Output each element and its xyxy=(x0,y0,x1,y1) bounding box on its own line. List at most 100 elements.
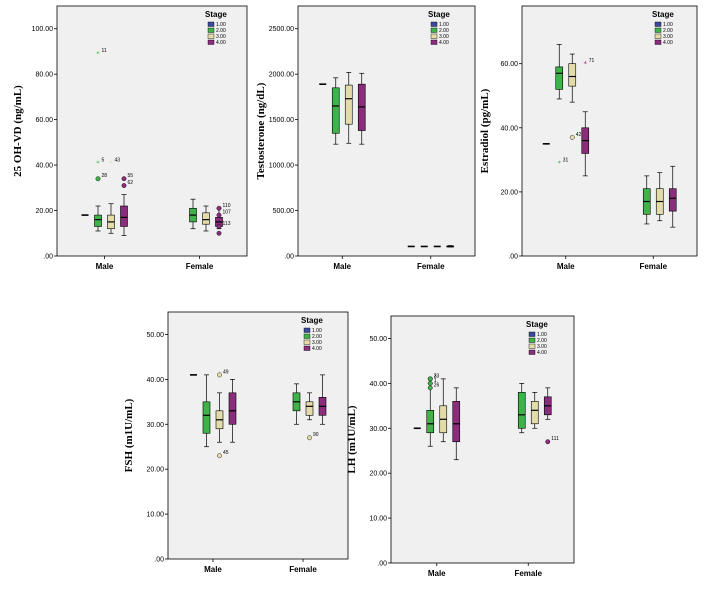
legend-label: 4.00 xyxy=(439,40,449,46)
y-axis-title: FSH (m1U/mL) xyxy=(123,398,135,472)
box-stage-4.00-male xyxy=(120,194,128,236)
chart-1: 25 OH-VD (ng/mL) .00 20.00 40.00 60.00 80.00 1… xyxy=(12,5,248,271)
y-tick-label: 20.00 xyxy=(146,467,164,474)
legend-swatch xyxy=(654,39,662,45)
x-category-label: Male xyxy=(428,569,446,578)
legend-label: 3.00 xyxy=(312,340,322,346)
legend-swatch xyxy=(207,21,215,27)
box-stage-2.00-male xyxy=(555,44,564,100)
outlier-point xyxy=(217,453,222,459)
legend-swatch xyxy=(654,33,662,39)
box-stage-3.00-female xyxy=(530,391,539,429)
y-tick-label: 40.00 xyxy=(500,125,518,132)
box-stage-4.00-male xyxy=(228,379,237,443)
legend-swatch xyxy=(430,21,438,27)
legend-swatch xyxy=(528,337,536,343)
box-stage-4.00-female xyxy=(543,387,552,420)
box-body xyxy=(228,392,237,425)
y-tick-label: 40.00 xyxy=(369,381,387,388)
legend-title: Stage xyxy=(301,316,323,325)
outlier-label: 1 xyxy=(434,378,437,384)
legend-label: 2.00 xyxy=(663,28,673,34)
outlier-point xyxy=(427,380,433,386)
outlier-star: * xyxy=(584,60,588,68)
box-body xyxy=(344,84,353,125)
box-body xyxy=(452,401,461,443)
chart-4: FSH (m1U/mL) .00 10.00 20.00 30.00 40.00 50.00… xyxy=(123,311,349,574)
box-stage-2.00-female xyxy=(189,198,197,230)
box-stage-4.00-male xyxy=(357,72,366,145)
outlier-point xyxy=(216,212,222,218)
legend-label: 1.00 xyxy=(312,328,322,334)
box-stage-3.00-male xyxy=(568,53,577,103)
legend-label: 4.00 xyxy=(537,350,547,356)
y-tick-label: 40.00 xyxy=(35,163,53,170)
legend-title: Stage xyxy=(428,10,450,19)
outlier-point xyxy=(569,135,575,140)
y-axis-title: LH (m1U/mL) xyxy=(346,405,358,473)
x-category-label: Male xyxy=(333,262,351,271)
outlier-label: 2 xyxy=(434,373,437,379)
legend-label: 2.00 xyxy=(439,28,449,34)
box-stage-3.00-male xyxy=(439,378,448,443)
outlier-point xyxy=(427,385,433,391)
y-tick-label: 20.00 xyxy=(35,208,53,215)
outlier-point xyxy=(95,176,101,182)
x-category-label: Female xyxy=(639,262,667,271)
outlier-label: 31 xyxy=(563,158,569,164)
chart-3: Estradiol (pg/mL) .00 20.00 40.00 60.00 Male F… xyxy=(479,5,698,271)
plot-area xyxy=(56,5,248,257)
outlier-point xyxy=(121,176,127,182)
legend-label: 1.00 xyxy=(216,22,226,28)
legend-swatch xyxy=(430,33,438,39)
outlier-label: 107 xyxy=(223,210,232,216)
outlier-point xyxy=(216,224,222,229)
y-tick-label: 30.00 xyxy=(369,426,387,433)
legend-swatch xyxy=(303,327,311,333)
outlier-point xyxy=(545,439,551,445)
legend-swatch xyxy=(430,39,438,45)
y-axis-title: Testosterone (ng/dL) xyxy=(255,82,267,179)
box-stage-2.00-female xyxy=(292,383,301,425)
outlier-label: 33 xyxy=(434,373,440,379)
outlier-star: * xyxy=(109,159,113,167)
outlier-label: 45 xyxy=(223,450,229,456)
outlier-point xyxy=(216,230,222,236)
box-body xyxy=(331,87,340,134)
y-axis-title: Estradiol (pg/mL) xyxy=(479,88,491,173)
box-body xyxy=(530,401,539,425)
box-body xyxy=(517,392,526,429)
box-stage-3.00-male xyxy=(344,72,353,144)
legend-swatch xyxy=(528,349,536,355)
y-tick-label: .00 xyxy=(43,254,53,261)
outlier-label: 55 xyxy=(128,173,134,179)
y-tick-label: .00 xyxy=(508,254,518,261)
box-stage-3.00-male xyxy=(107,203,115,234)
box-stage-3.00-female xyxy=(655,172,664,222)
outlier-point xyxy=(307,435,312,441)
outlier-label: 5 xyxy=(102,157,105,163)
legend-title: Stage xyxy=(652,10,674,19)
legend-label: 2.00 xyxy=(312,334,322,340)
box-stage-4.00-female xyxy=(446,245,455,248)
legend-swatch xyxy=(430,27,438,33)
box-body xyxy=(202,212,210,225)
legend-swatch xyxy=(303,339,311,345)
legend-label: 3.00 xyxy=(216,34,226,40)
outlier-point xyxy=(121,183,127,188)
plot-area xyxy=(297,5,476,257)
y-tick-label: 1000.00 xyxy=(269,163,294,170)
legend-swatch xyxy=(207,27,215,33)
y-tick-label: 20.00 xyxy=(369,471,387,478)
legend-swatch xyxy=(528,331,536,337)
box-body xyxy=(668,188,677,212)
y-tick-label: 20.00 xyxy=(500,189,518,196)
outlier-label: 11 xyxy=(102,48,107,54)
y-tick-label: .00 xyxy=(154,557,164,564)
legend-swatch xyxy=(207,33,215,39)
outlier-label: 43 xyxy=(115,157,121,163)
y-tick-label: 30.00 xyxy=(146,422,164,429)
outlier-label: 71 xyxy=(589,58,595,64)
legend-swatch xyxy=(207,39,215,45)
legend-swatch xyxy=(528,343,536,349)
